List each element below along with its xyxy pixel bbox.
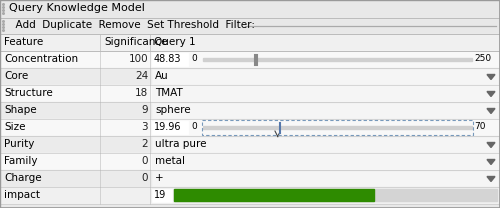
Text: Structure: Structure [4, 88, 53, 98]
Bar [152, 69, 498, 84]
Bar [202, 120, 473, 135]
Text: Family: Family [4, 156, 38, 166]
Text: impact: impact [4, 190, 40, 200]
Polygon shape [487, 74, 495, 79]
Bar [0, 153, 500, 170]
Text: 100: 100 [128, 54, 148, 64]
Text: 3: 3 [142, 122, 148, 132]
Bar [174, 189, 374, 201]
Bar [152, 53, 188, 66]
Text: ultra pure: ultra pure [155, 139, 206, 149]
Bar [0, 187, 500, 204]
Text: 0: 0 [191, 54, 197, 63]
Polygon shape [487, 177, 495, 182]
Text: metal: metal [155, 156, 185, 166]
Text: +: + [155, 173, 164, 183]
Bar [174, 189, 497, 201]
Text: Core: Core [4, 71, 28, 81]
Text: Add  Duplicate  Remove  Set Threshold  Filter:: Add Duplicate Remove Set Threshold Filte… [9, 20, 255, 30]
Bar [0, 51, 500, 68]
Text: Shape: Shape [4, 105, 36, 115]
Text: 0: 0 [191, 122, 197, 131]
Text: Charge: Charge [4, 173, 42, 183]
Text: 70: 70 [474, 122, 486, 131]
Text: 18: 18 [135, 88, 148, 98]
Bar [0, 18, 500, 34]
Bar [0, 68, 500, 85]
Bar [203, 58, 472, 61]
Text: 24: 24 [135, 71, 148, 81]
Polygon shape [487, 142, 495, 147]
Text: 0: 0 [142, 173, 148, 183]
Bar [152, 86, 498, 101]
Text: 19: 19 [154, 190, 166, 200]
Bar [0, 102, 500, 119]
Text: 0: 0 [142, 156, 148, 166]
Bar [152, 121, 188, 134]
Bar [152, 103, 498, 118]
Text: 48.83: 48.83 [154, 54, 182, 64]
Text: TMAT: TMAT [155, 88, 183, 98]
Text: Significance: Significance [104, 37, 168, 47]
Bar [0, 119, 500, 136]
Bar [0, 85, 500, 102]
Bar [0, 136, 500, 153]
Polygon shape [487, 160, 495, 165]
Text: Query Knowledge Model: Query Knowledge Model [9, 3, 145, 13]
Text: Size: Size [4, 122, 26, 132]
Text: Feature: Feature [4, 37, 43, 47]
Polygon shape [487, 109, 495, 114]
Text: Query 1: Query 1 [154, 37, 196, 47]
Text: Concentration: Concentration [4, 54, 78, 64]
Text: Au: Au [155, 71, 169, 81]
Bar [0, 0, 500, 18]
Bar [152, 137, 498, 152]
Text: 9: 9 [142, 105, 148, 115]
Text: sphere: sphere [155, 105, 190, 115]
Bar [152, 154, 498, 169]
Text: 2: 2 [142, 139, 148, 149]
Bar [152, 189, 172, 202]
Text: Purity: Purity [4, 139, 34, 149]
Bar [203, 126, 472, 129]
Polygon shape [487, 92, 495, 97]
Bar [0, 170, 500, 187]
Bar [0, 34, 500, 51]
Text: 19.96: 19.96 [154, 122, 182, 132]
Text: 250: 250 [474, 54, 491, 63]
Bar [152, 171, 498, 186]
